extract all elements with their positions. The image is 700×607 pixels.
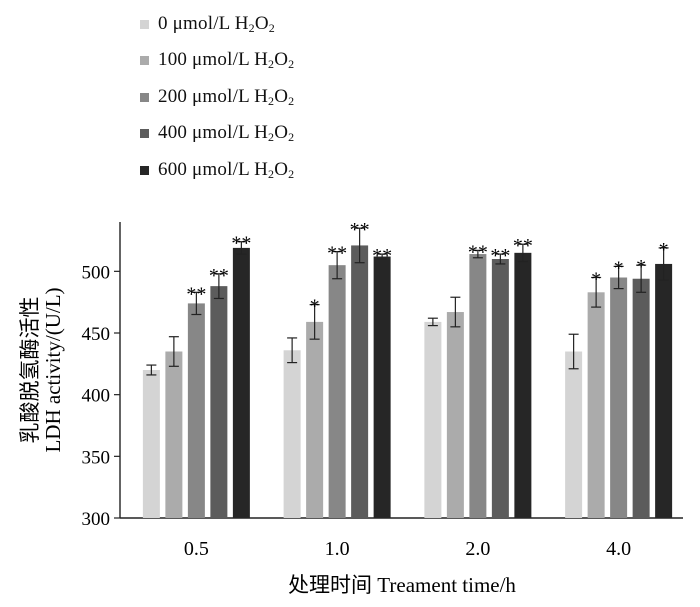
significance-mark: ** xyxy=(350,219,370,241)
bar xyxy=(165,351,183,518)
legend-label: 0 μmol/L H2O2 xyxy=(158,12,275,35)
y-tick-label: 350 xyxy=(82,447,111,468)
bar xyxy=(655,263,673,518)
legend-label: 400 μmol/L H2O2 xyxy=(158,122,295,145)
legend-item: 100 μmol/L H2O2 xyxy=(140,43,294,80)
bar xyxy=(491,259,509,518)
legend-label: 200 μmol/L H2O2 xyxy=(158,85,295,108)
significance-mark: ** xyxy=(468,241,488,263)
legend: 0 μmol/L H2O2 100 μmol/L H2O2 200 μmol/L H… xyxy=(140,6,294,189)
y-tick-label: 450 xyxy=(82,324,111,345)
x-tick-label: 4.0 xyxy=(606,538,631,560)
y-axis-label-en: LDH activity/(U/L) xyxy=(41,287,65,452)
significance-mark: ** xyxy=(231,233,251,255)
bar xyxy=(587,292,605,518)
legend-item: 600 μmol/L H2O2 xyxy=(140,152,294,189)
bar xyxy=(283,350,301,518)
y-tick-label: 500 xyxy=(82,262,111,283)
legend-label: 600 μmol/L H2O2 xyxy=(158,158,295,181)
legend-item: 200 μmol/L H2O2 xyxy=(140,79,294,116)
bar xyxy=(187,303,205,518)
x-tick-label: 1.0 xyxy=(325,538,350,560)
significance-mark: ** xyxy=(490,245,510,267)
legend-item: 0 μmol/L H2O2 xyxy=(140,6,294,43)
bar xyxy=(446,312,464,518)
x-tick-label: 0.5 xyxy=(184,538,209,560)
legend-item: 400 μmol/L H2O2 xyxy=(140,116,294,153)
x-tick-label: 2.0 xyxy=(465,538,490,560)
significance-mark: * xyxy=(636,256,646,278)
bar xyxy=(565,351,583,518)
significance-mark: * xyxy=(310,296,320,318)
significance-mark: ** xyxy=(513,235,533,257)
bar xyxy=(351,245,369,518)
bar xyxy=(514,252,532,519)
legend-swatch xyxy=(140,56,149,66)
bar xyxy=(610,277,628,518)
bar xyxy=(328,265,346,518)
bar xyxy=(469,254,487,519)
y-tick-label: 300 xyxy=(82,509,111,530)
legend-swatch xyxy=(140,165,149,175)
bar xyxy=(232,247,250,518)
legend-label: 100 μmol/L H2O2 xyxy=(158,49,295,72)
significance-mark: * xyxy=(591,269,601,291)
significance-mark: * xyxy=(659,239,669,261)
bar xyxy=(142,370,160,518)
legend-swatch xyxy=(140,19,149,29)
significance-mark: ** xyxy=(186,283,206,305)
bar xyxy=(373,256,391,518)
significance-mark: ** xyxy=(209,265,229,287)
significance-mark: ** xyxy=(372,245,392,267)
significance-mark: ** xyxy=(327,243,347,265)
x-axis-label: 处理时间 Treament time/h xyxy=(288,573,516,597)
bar xyxy=(306,321,324,518)
bar xyxy=(210,286,228,518)
y-axis-label-cn: 乳酸脱氢酶活性 xyxy=(18,297,42,444)
y-tick-label: 400 xyxy=(82,386,111,407)
bar xyxy=(632,278,650,518)
legend-swatch xyxy=(140,129,149,139)
significance-mark: * xyxy=(614,257,624,279)
legend-swatch xyxy=(140,92,149,102)
bar xyxy=(424,321,442,518)
